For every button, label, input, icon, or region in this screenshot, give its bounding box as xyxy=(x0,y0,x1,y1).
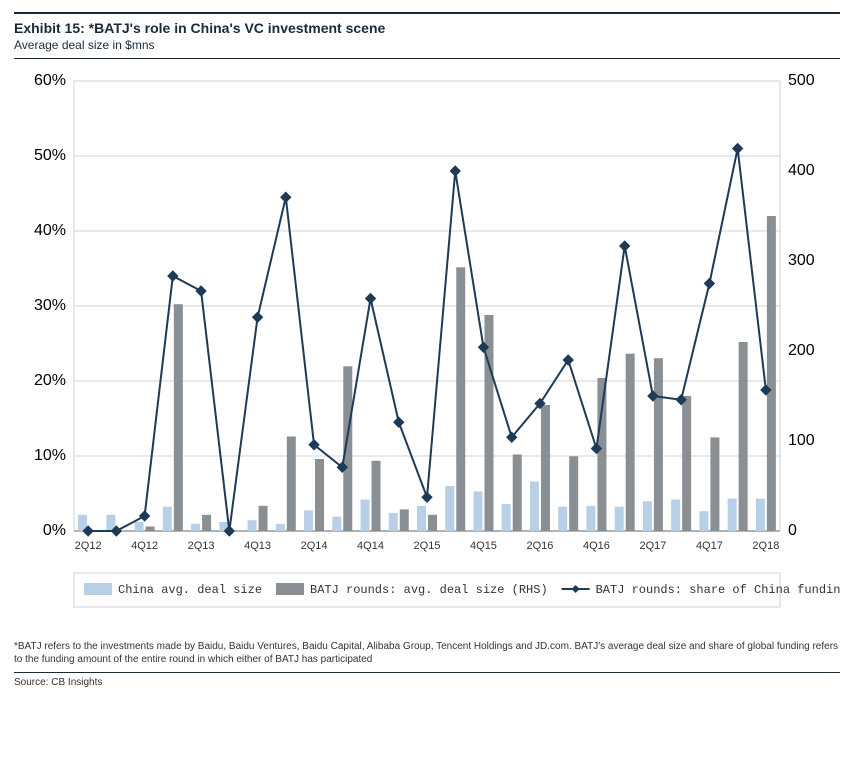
bar-batj-avg xyxy=(513,455,522,532)
top-rule xyxy=(14,12,840,14)
marker-batj-share xyxy=(196,286,206,296)
bar-china-avg xyxy=(276,524,285,531)
x-tick-label: 2Q17 xyxy=(639,540,666,552)
bar-china-avg xyxy=(756,499,765,531)
bar-batj-avg xyxy=(202,515,211,531)
bar-china-avg xyxy=(248,520,257,531)
bar-batj-avg xyxy=(767,216,776,531)
bar-china-avg xyxy=(671,500,680,532)
footnote-rule xyxy=(14,672,840,673)
marker-batj-share xyxy=(422,492,432,502)
bar-batj-avg xyxy=(456,267,465,531)
x-tick-label: 2Q16 xyxy=(526,540,553,552)
bar-china-avg xyxy=(191,524,200,531)
bar-china-avg xyxy=(445,486,454,531)
marker-batj-share xyxy=(563,355,573,365)
bar-batj-avg xyxy=(569,456,578,531)
marker-batj-share xyxy=(140,511,150,521)
bar-china-avg xyxy=(643,501,652,531)
bar-batj-avg xyxy=(597,378,606,531)
footnote-text: *BATJ refers to the investments made by … xyxy=(14,641,840,666)
y-right-tick: 100 xyxy=(788,432,815,449)
legend-label: BATJ rounds: share of China funding xyxy=(596,583,840,597)
y-right-tick: 300 xyxy=(788,252,815,269)
legend-swatch xyxy=(84,583,112,595)
bar-batj-avg xyxy=(400,509,409,531)
bar-china-avg xyxy=(473,491,482,531)
bar-china-avg xyxy=(586,506,595,531)
x-tick-label: 4Q13 xyxy=(244,540,271,552)
bar-batj-avg xyxy=(682,396,691,531)
bar-batj-avg xyxy=(428,515,437,531)
bar-china-avg xyxy=(530,482,539,532)
bar-china-avg xyxy=(135,522,144,531)
marker-batj-share xyxy=(366,294,376,304)
bar-china-avg xyxy=(699,511,708,531)
marker-batj-share xyxy=(281,192,291,202)
marker-batj-share xyxy=(733,144,743,154)
bar-batj-avg xyxy=(174,304,183,531)
bar-batj-avg xyxy=(710,437,719,531)
bar-china-avg xyxy=(502,504,511,531)
marker-batj-share xyxy=(168,271,178,281)
bar-china-avg xyxy=(304,510,313,531)
x-tick-label: 2Q14 xyxy=(301,540,328,552)
x-tick-label: 4Q15 xyxy=(470,540,497,552)
y-right-tick: 0 xyxy=(788,522,797,539)
legend-swatch xyxy=(276,583,304,595)
bar-batj-avg xyxy=(287,437,296,532)
bar-batj-avg xyxy=(739,342,748,531)
x-tick-label: 2Q12 xyxy=(75,540,102,552)
bar-china-avg xyxy=(417,506,426,531)
x-tick-label: 2Q18 xyxy=(752,540,779,552)
chart-area: 0% 10% 20% 30% 40% 50% 60% 0 100 200 300 400 500 2Q12… xyxy=(14,71,840,631)
bar-batj-avg xyxy=(541,405,550,531)
y-left-tick: 40% xyxy=(34,222,66,239)
x-tick-label: 2Q15 xyxy=(414,540,441,552)
bar-china-avg xyxy=(728,499,737,531)
bar-batj-avg xyxy=(626,354,635,531)
bar-china-avg xyxy=(615,507,624,531)
chart-svg: 0% 10% 20% 30% 40% 50% 60% 0 100 200 300 400 500 2Q12… xyxy=(14,71,840,631)
bar-china-avg xyxy=(163,507,172,531)
x-tick-label: 4Q12 xyxy=(131,540,158,552)
bar-china-avg xyxy=(389,513,398,531)
marker-batj-share xyxy=(253,312,263,322)
bar-china-avg xyxy=(332,517,341,531)
x-tick-label: 4Q17 xyxy=(696,540,723,552)
y-left-tick: 10% xyxy=(34,447,66,464)
legend-label: China avg. deal size xyxy=(118,583,262,597)
exhibit-subtitle: Average deal size in $mns xyxy=(14,38,840,52)
marker-batj-share xyxy=(450,166,460,176)
subtitle-rule xyxy=(14,58,840,59)
x-tick-label: 4Q14 xyxy=(357,540,384,552)
marker-batj-share xyxy=(394,417,404,427)
x-tick-label: 2Q13 xyxy=(188,540,215,552)
bar-batj-avg xyxy=(259,506,268,531)
bar-batj-avg xyxy=(372,461,381,531)
bar-china-avg xyxy=(361,500,370,532)
x-tick-label: 4Q16 xyxy=(583,540,610,552)
source-text: Source: CB Insights xyxy=(14,677,840,688)
legend-marker xyxy=(572,585,580,593)
line-batj-share xyxy=(88,149,766,532)
marker-batj-share xyxy=(704,279,714,289)
y-left-tick: 30% xyxy=(34,297,66,314)
legend-label: BATJ rounds: avg. deal size (RHS) xyxy=(310,583,548,597)
bar-batj-avg xyxy=(146,527,155,532)
y-left-tick: 0% xyxy=(43,522,66,539)
exhibit-title: Exhibit 15: *BATJ's role in China's VC i… xyxy=(14,20,840,36)
y-right-tick: 400 xyxy=(788,162,815,179)
y-left-tick: 50% xyxy=(34,147,66,164)
bar-china-avg xyxy=(558,507,567,531)
y-right-tick: 200 xyxy=(788,342,815,359)
y-left-tick: 20% xyxy=(34,372,66,389)
bar-batj-avg xyxy=(654,358,663,531)
y-right-tick: 500 xyxy=(788,72,815,89)
bar-batj-avg xyxy=(315,459,324,531)
marker-batj-share xyxy=(620,241,630,251)
y-left-tick: 60% xyxy=(34,72,66,89)
